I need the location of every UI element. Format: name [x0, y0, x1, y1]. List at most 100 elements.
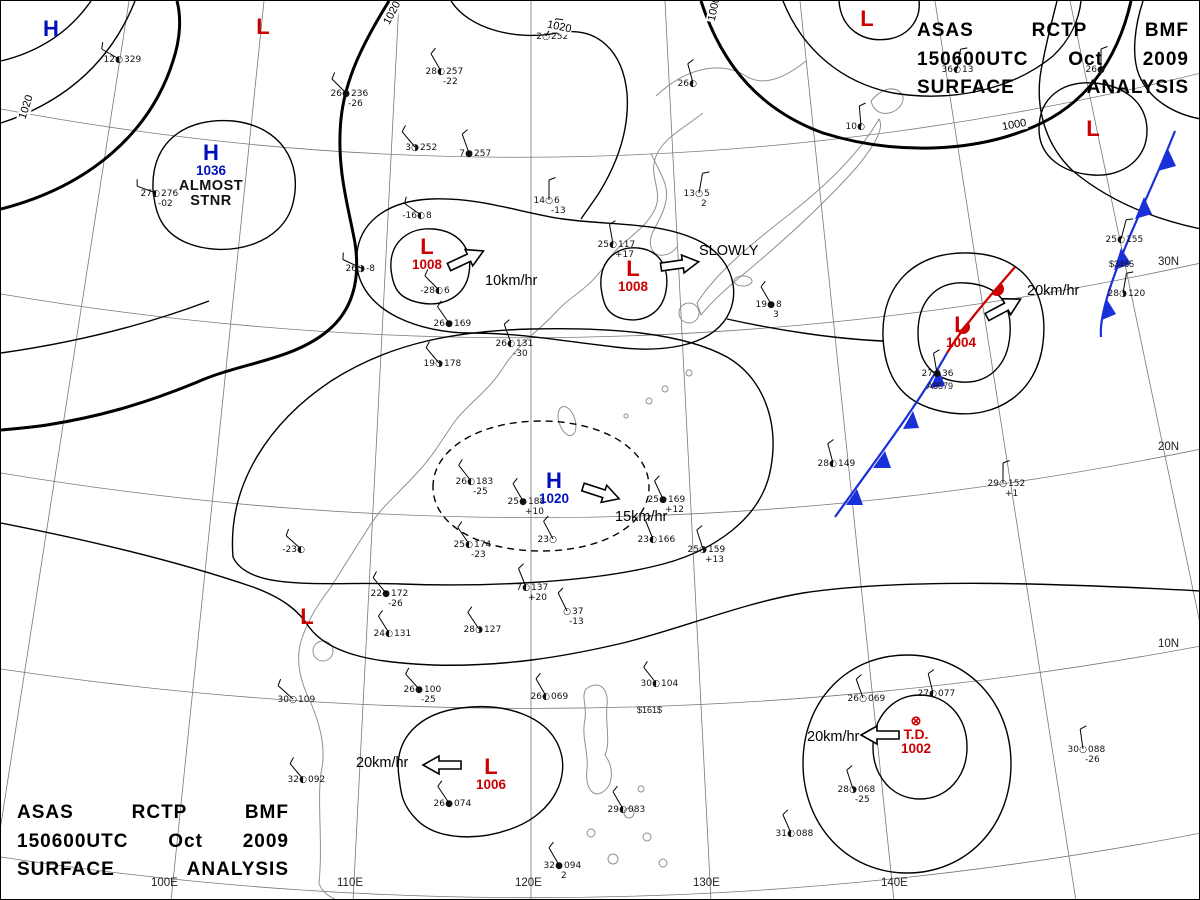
cloud-cover-icon: ●	[659, 495, 667, 505]
island-ryukyu	[685, 369, 693, 377]
movement-arrow-icon	[579, 477, 623, 509]
wind-barb-icon	[698, 173, 703, 194]
station-plot: 28 ◑ 127	[464, 606, 501, 635]
weather-fronts	[834, 130, 1177, 518]
station-pressure: 152	[1008, 479, 1025, 489]
cold-front-triangle-icon	[930, 369, 945, 388]
station-temp: 28	[818, 459, 830, 469]
wind-barb-feather	[827, 439, 834, 445]
wind-barb-feather	[548, 177, 556, 181]
station-plot: ○ 37-13	[557, 587, 584, 627]
cloud-cover-icon: ●	[342, 89, 350, 99]
island-philippines	[658, 858, 668, 868]
wind-barb-icon	[377, 615, 390, 634]
wind-barb-feather	[404, 196, 407, 204]
isobar-low-1008-east	[600, 247, 668, 321]
cloud-cover-icon: ●	[933, 369, 941, 379]
cold-front-triangle-icon	[903, 411, 919, 429]
station-pressure: 257	[446, 67, 463, 77]
station-temp: 25	[598, 240, 609, 250]
station-pressure: 069	[551, 692, 568, 702]
station-pressure: 088	[796, 829, 813, 839]
cloud-cover-icon: ◐	[385, 629, 393, 639]
station-temp: 28	[426, 67, 438, 77]
station-extra: 3	[773, 310, 779, 320]
wind-barb-feather	[377, 610, 383, 617]
station-pressure: 094	[564, 861, 581, 871]
station-plot: 25 ◐ 117+17	[598, 220, 635, 260]
station-temp: 30	[1068, 745, 1080, 755]
station-plot: 22 ● 172-26	[371, 571, 408, 609]
cloud-cover-icon: ●	[445, 319, 453, 329]
station-plot: 13 ○ 52	[684, 171, 710, 209]
coast-japan	[696, 118, 881, 317]
cloud-cover-icon: ○	[859, 694, 867, 704]
coastlines	[298, 60, 904, 899]
station-temp: 7	[459, 149, 465, 159]
cloud-cover-icon: ◐	[542, 692, 550, 702]
station-pressure: 183	[476, 477, 493, 487]
wind-barb-feather	[1079, 725, 1087, 730]
cloud-cover-icon: ●	[555, 861, 563, 871]
cloud-cover-icon: ◐	[507, 339, 515, 349]
station-plot: 26 ● 074	[434, 780, 471, 809]
cloud-cover-icon: ◐	[115, 55, 123, 65]
wind-barb-feather	[612, 785, 618, 793]
wind-barb-icon	[956, 49, 961, 70]
wind-barb-feather	[458, 458, 463, 466]
parallel-10n	[1, 645, 1199, 709]
island-ryukyu	[645, 397, 653, 405]
station-temp: 10	[846, 122, 858, 132]
station-temp: 32	[544, 861, 555, 871]
island-philippines	[607, 853, 619, 865]
cloud-cover-icon: ●	[1097, 65, 1105, 75]
station-temp: 29	[988, 479, 1000, 489]
station-extra: -25	[421, 695, 436, 705]
station-temp: 26	[331, 89, 343, 99]
station-temp: 26	[346, 264, 358, 274]
wind-barb-icon	[405, 673, 420, 690]
station-extra: -26	[1085, 755, 1100, 765]
wind-barb-icon	[543, 521, 554, 540]
wind-barb-icon	[437, 306, 450, 324]
isobars	[1, 1, 1199, 874]
wind-barb-feather	[401, 125, 406, 132]
cloud-cover-icon: ◐	[953, 65, 961, 75]
cloud-cover-icon: ○	[1079, 745, 1087, 755]
product-name: SURFACE ANALYSIS	[17, 859, 289, 880]
station-temp: 3	[405, 143, 411, 153]
wind-barb-icon	[696, 529, 704, 550]
wind-barb-icon	[855, 679, 864, 699]
station-temp: 2	[536, 32, 542, 42]
station-extra: +10	[525, 507, 544, 517]
meridian-160e	[1069, 1, 1199, 621]
station-plot: 23 ○	[538, 515, 557, 545]
wind-barb-feather	[846, 765, 853, 771]
wind-barb-icon	[404, 203, 422, 216]
station-pressure: 131	[394, 629, 411, 639]
station-temp: 22	[371, 589, 382, 599]
station-temp: 19	[756, 300, 768, 310]
station-temp: 25	[508, 497, 519, 507]
wind-barb-icon	[927, 673, 934, 694]
cloud-cover-icon: ◐	[652, 679, 660, 689]
wind-barb-icon	[612, 791, 624, 810]
wind-barb-feather	[855, 674, 862, 680]
cloud-cover-icon: ◐	[437, 67, 445, 77]
station-temp: 26	[848, 694, 860, 704]
cloud-cover-icon: ◐	[1117, 235, 1125, 245]
station-temp: 28	[464, 625, 476, 635]
cloud-cover-icon: ◐	[297, 545, 305, 555]
station-temp: -16	[402, 211, 417, 221]
isobar	[1, 1, 92, 62]
station-temp: -23	[282, 545, 297, 555]
wind-barb-icon	[846, 769, 854, 790]
parallel-40n	[1, 73, 1199, 158]
station-temp: -28	[420, 286, 435, 296]
cloud-cover-icon: ◐	[649, 535, 657, 545]
island-ryukyu	[661, 385, 669, 393]
station-temp: 19	[424, 359, 436, 369]
island-shikoku	[733, 275, 753, 287]
station-temp: 25	[648, 495, 659, 505]
station-extra: -25	[855, 795, 870, 805]
